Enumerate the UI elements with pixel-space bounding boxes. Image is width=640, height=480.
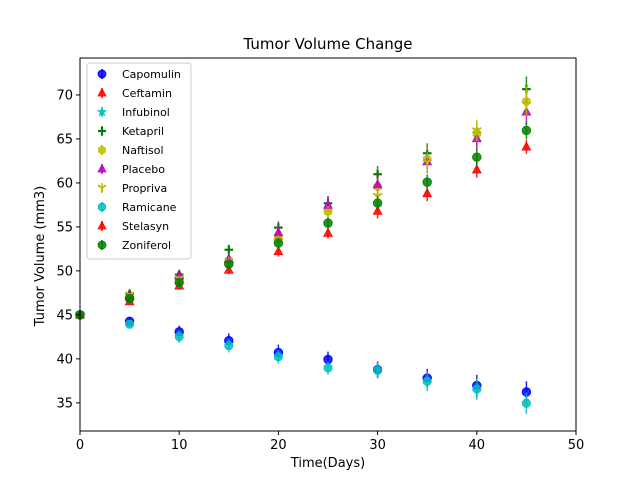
data-point <box>471 127 482 136</box>
data-point <box>223 264 234 274</box>
y-tick-label: 60 <box>56 176 73 191</box>
data-point <box>125 319 134 329</box>
legend-label: Naftisol <box>122 144 164 157</box>
data-point <box>323 363 333 373</box>
legend-marker <box>97 163 107 173</box>
legend: Capomulin Ceftamin Infubinol Ketapril Naftis… <box>86 62 192 260</box>
y-tick-label: 65 <box>56 132 73 147</box>
data-point <box>422 376 432 386</box>
legend-marker <box>97 220 107 230</box>
data-point <box>323 218 333 228</box>
axis-ticks: 0 10 20 30 40 50 35 40 45 50 55 60 65 70 <box>56 88 584 453</box>
legend-marker <box>98 145 106 155</box>
y-tick-label: 50 <box>56 264 73 279</box>
data-point <box>422 177 432 187</box>
y-tick-label: 55 <box>56 220 73 235</box>
data-point <box>124 293 135 304</box>
data-point <box>174 277 184 288</box>
series-ramicane <box>75 310 531 415</box>
data-point <box>471 164 482 174</box>
legend-item: Ramicane <box>97 201 177 214</box>
x-tick-label: 10 <box>171 438 188 453</box>
legend-marker <box>97 69 107 79</box>
legend-item: Infubinol <box>96 106 170 119</box>
data-point <box>273 226 284 237</box>
legend-item: Zoniferol <box>97 239 171 252</box>
data-point <box>521 141 532 151</box>
legend-box <box>86 62 192 260</box>
legend-label: Infubinol <box>122 106 170 119</box>
y-tick-label: 40 <box>56 352 73 367</box>
chart-title: Tumor Volume Change <box>242 35 412 53</box>
legend-marker <box>97 184 107 192</box>
legend-label: Placebo <box>122 163 165 176</box>
data-point <box>224 341 234 351</box>
data-point <box>521 125 532 136</box>
legend-label: Capomulin <box>122 68 181 81</box>
data-point <box>472 152 482 162</box>
plot-frame <box>79 57 577 432</box>
x-tick-label: 30 <box>369 438 386 453</box>
y-tick-label: 45 <box>56 308 73 323</box>
data-point <box>372 198 383 208</box>
data-point <box>373 365 382 375</box>
data-point <box>273 245 284 256</box>
data-point <box>521 100 532 109</box>
y-axis-label: Tumor Volume (mm3) <box>33 186 48 328</box>
data-point <box>323 209 333 218</box>
data-point <box>372 205 383 215</box>
x-tick-label: 50 <box>568 438 585 453</box>
x-tick-label: 20 <box>270 438 287 453</box>
legend-label: Propriva <box>122 182 167 195</box>
x-tick-label: 40 <box>469 438 486 453</box>
data-point <box>224 245 234 255</box>
series-zoniferol <box>75 121 532 320</box>
legend-marker <box>96 106 108 117</box>
y-tick-label: 35 <box>56 396 73 411</box>
data-point <box>323 227 333 237</box>
legend-label: Stelasyn <box>122 220 169 233</box>
data-point <box>224 259 234 269</box>
data-point <box>472 384 482 394</box>
legend-item: Placebo <box>97 163 165 176</box>
data-point <box>422 158 433 167</box>
legend-marker <box>97 240 107 250</box>
legend-label: Ketapril <box>122 125 164 138</box>
legend-item: Propriva <box>97 182 167 195</box>
legend-label: Ramicane <box>122 201 177 214</box>
legend-item: Ketapril <box>98 125 164 138</box>
data-point <box>422 187 433 198</box>
legend-label: Ceftamin <box>122 87 172 100</box>
data-point <box>273 238 284 248</box>
legend-item: Stelasyn <box>97 220 169 233</box>
legend-marker <box>98 127 106 135</box>
series-capomulin <box>75 310 532 403</box>
legend-item: Capomulin <box>97 68 181 81</box>
data-point <box>274 352 283 362</box>
legend-marker <box>97 87 107 97</box>
legend-label: Zoniferol <box>122 239 171 252</box>
legend-marker <box>97 202 107 212</box>
x-tick-label: 0 <box>76 438 84 453</box>
legend-item: Ceftamin <box>97 87 172 100</box>
legend-item: Naftisol <box>98 144 164 157</box>
x-axis-label: Time(Days) <box>290 456 365 471</box>
data-point <box>522 398 531 408</box>
data-point <box>174 332 184 341</box>
y-tick-label: 70 <box>56 88 73 103</box>
